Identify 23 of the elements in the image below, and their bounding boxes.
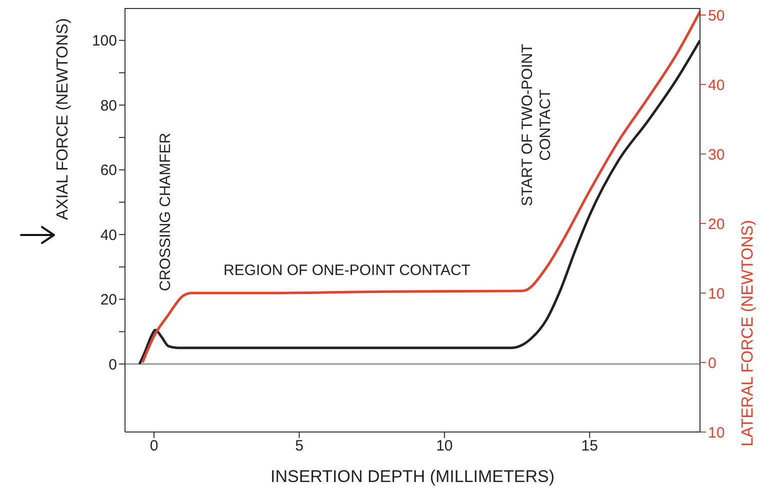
y-tick-label: 0 <box>108 356 117 374</box>
y-tick-label: 80 <box>100 97 117 114</box>
annotation: START OF TWO-POINT CONTACT <box>519 44 555 206</box>
y2-tick-label: 30 <box>708 146 725 164</box>
annotation: REGION OF ONE-POINT CONTACT <box>224 262 470 280</box>
x-tick-label: 10 <box>436 438 453 455</box>
y-axis-title: AXIAL FORCE (NEWTONS) <box>54 18 72 220</box>
x-axis-title: INSERTION DEPTH (MILLIMETERS) <box>270 467 554 486</box>
y2-tick-label: 10 <box>708 285 725 302</box>
y2-tick-label: 20 <box>708 216 725 233</box>
x-tick-label: 5 <box>295 438 304 455</box>
y-tick-label: 40 <box>100 226 117 244</box>
y-tick-label: 100 <box>92 32 117 50</box>
y2-axis-title: LATERAL FORCE (NEWTONS) <box>740 220 757 446</box>
x-tick-label: 0 <box>150 438 158 455</box>
y2-tick-label: 50 <box>708 7 725 24</box>
x-tick-label: 15 <box>581 438 598 455</box>
y-tick-label: 60 <box>100 162 117 180</box>
y-tick-label: 20 <box>100 292 117 309</box>
y2-tick-label: 40 <box>708 76 725 94</box>
y2-tick-label: 0 <box>708 354 716 372</box>
y2-tick-label: 10 <box>708 424 725 442</box>
annotation: CROSSING CHAMFER <box>157 132 175 292</box>
